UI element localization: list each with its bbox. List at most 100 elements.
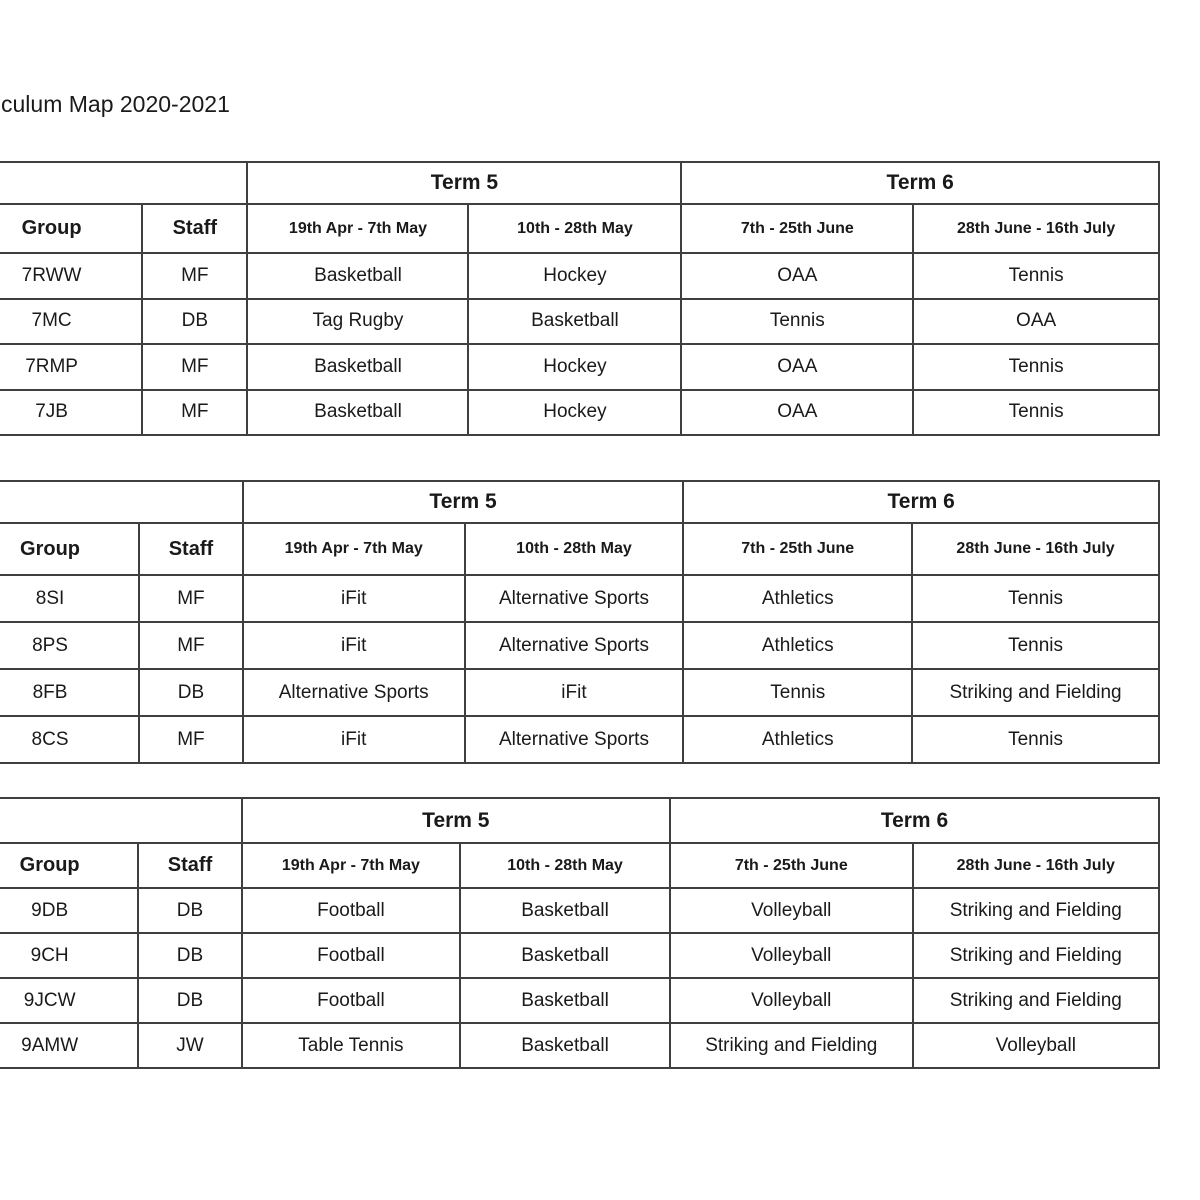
activity-cell: Basketball bbox=[459, 977, 671, 1024]
activity-cell: OAA bbox=[912, 297, 1160, 345]
staff-header: Staff bbox=[138, 522, 244, 576]
group-cell: 8PS bbox=[0, 621, 141, 670]
group-cell: 9CH bbox=[0, 932, 140, 979]
column-header-row: Group Staff 19th Apr - 7th May 10th - 28th … bbox=[0, 203, 1160, 254]
activity-cell: Football bbox=[240, 977, 462, 1024]
activity-cell: Athletics bbox=[682, 621, 914, 670]
term6-header: Term 6 bbox=[682, 480, 1160, 524]
staff-cell: DB bbox=[138, 668, 244, 717]
period-header: 28th June - 16th July bbox=[911, 522, 1160, 576]
staff-cell: MF bbox=[141, 252, 249, 300]
table-row: 9AMW JW Table Tennis Basketball Striking and… bbox=[0, 1022, 1161, 1069]
activity-cell: Basketball bbox=[459, 932, 671, 979]
activity-cell: Striking and Fielding bbox=[668, 1022, 914, 1069]
header-spacer bbox=[0, 480, 244, 524]
table-row: 8SI MF iFit Alternative Sports Athletics Tenn… bbox=[0, 574, 1160, 623]
activity-cell: Tag Rugby bbox=[246, 297, 470, 345]
activity-cell: OAA bbox=[680, 343, 915, 391]
group-cell: 7MC bbox=[0, 297, 144, 345]
group-header: Group bbox=[0, 203, 144, 254]
period-header: 7th - 25th June bbox=[668, 842, 914, 889]
activity-cell: Table Tennis bbox=[240, 1022, 462, 1069]
curriculum-table-year-8: Term 5 Term 6 Group Staff 19th Apr - 7th May… bbox=[0, 480, 1160, 764]
activity-cell: Striking and Fielding bbox=[911, 932, 1161, 979]
activity-cell: Alternative Sports bbox=[463, 621, 685, 670]
staff-cell: JW bbox=[137, 1022, 243, 1069]
table-row: 8FB DB Alternative Sports iFit Tennis Strikin… bbox=[0, 668, 1160, 717]
table-row: 8CS MF iFit Alternative Sports Athletics Tenn… bbox=[0, 715, 1160, 764]
curriculum-table-year-7: Term 5 Term 6 Group Staff 19th Apr - 7th May… bbox=[0, 161, 1160, 436]
activity-cell: Volleyball bbox=[911, 1022, 1161, 1069]
term-header-row: Term 5 Term 6 bbox=[0, 480, 1160, 524]
period-header: 7th - 25th June bbox=[682, 522, 914, 576]
period-header: 28th June - 16th July bbox=[911, 842, 1161, 889]
activity-cell: iFit bbox=[241, 621, 466, 670]
activity-cell: Tennis bbox=[911, 621, 1160, 670]
activity-cell: Volleyball bbox=[668, 932, 914, 979]
table-row: 8PS MF iFit Alternative Sports Athletics Tenn… bbox=[0, 621, 1160, 670]
group-cell: 8FB bbox=[0, 668, 141, 717]
staff-cell: MF bbox=[138, 715, 244, 764]
term-header-row: Term 5 Term 6 bbox=[0, 161, 1160, 205]
staff-header: Staff bbox=[141, 203, 249, 254]
activity-cell: Football bbox=[240, 932, 462, 979]
activity-cell: Volleyball bbox=[668, 887, 914, 934]
activity-cell: Tennis bbox=[680, 297, 915, 345]
activity-cell: Striking and Fielding bbox=[911, 668, 1160, 717]
term6-header: Term 6 bbox=[668, 797, 1161, 844]
activity-cell: Alternative Sports bbox=[463, 574, 685, 623]
activity-cell: Tennis bbox=[911, 574, 1160, 623]
period-header: 19th Apr - 7th May bbox=[241, 522, 466, 576]
activity-cell: Basketball bbox=[246, 343, 470, 391]
page-title: culum Map 2020-2021 bbox=[1, 91, 230, 117]
activity-cell: Striking and Fielding bbox=[911, 887, 1161, 934]
group-cell: 9DB bbox=[0, 887, 140, 934]
activity-cell: Tennis bbox=[912, 343, 1160, 391]
activity-cell: Tennis bbox=[911, 715, 1160, 764]
activity-cell: Tennis bbox=[912, 388, 1160, 436]
staff-header: Staff bbox=[137, 842, 243, 889]
activity-cell: Athletics bbox=[682, 715, 914, 764]
table-row: 7RMP MF Basketball Hockey OAA Tennis bbox=[0, 343, 1160, 391]
group-cell: 8CS bbox=[0, 715, 141, 764]
term5-header: Term 5 bbox=[246, 161, 683, 205]
activity-cell: iFit bbox=[463, 668, 685, 717]
staff-cell: DB bbox=[141, 297, 249, 345]
group-cell: 9JCW bbox=[0, 977, 140, 1024]
group-cell: 9AMW bbox=[0, 1022, 140, 1069]
activity-cell: iFit bbox=[241, 715, 466, 764]
activity-cell: Alternative Sports bbox=[241, 668, 466, 717]
activity-cell: Basketball bbox=[467, 297, 683, 345]
activity-cell: Basketball bbox=[459, 887, 671, 934]
activity-cell: Hockey bbox=[467, 252, 683, 300]
activity-cell: Hockey bbox=[467, 388, 683, 436]
group-cell: 7RMP bbox=[0, 343, 144, 391]
activity-cell: Football bbox=[240, 887, 462, 934]
staff-cell: DB bbox=[137, 887, 243, 934]
activity-cell: Basketball bbox=[246, 252, 470, 300]
group-cell: 7JB bbox=[0, 388, 144, 436]
period-header: 19th Apr - 7th May bbox=[246, 203, 470, 254]
group-header: Group bbox=[0, 842, 140, 889]
activity-cell: Striking and Fielding bbox=[911, 977, 1161, 1024]
period-header: 10th - 28th May bbox=[467, 203, 683, 254]
activity-cell: OAA bbox=[680, 252, 915, 300]
activity-cell: Basketball bbox=[246, 388, 470, 436]
curriculum-table-year-9: Term 5 Term 6 Group Staff 19th Apr - 7th May… bbox=[0, 797, 1161, 1069]
table-row: 9CH DB Football Basketball Volleyball Strikin… bbox=[0, 932, 1161, 979]
table-row: 7MC DB Tag Rugby Basketball Tennis OAA bbox=[0, 297, 1160, 345]
activity-cell: Tennis bbox=[682, 668, 914, 717]
group-cell: 8SI bbox=[0, 574, 141, 623]
column-header-row: Group Staff 19th Apr - 7th May 10th - 28th … bbox=[0, 842, 1161, 889]
staff-cell: MF bbox=[138, 574, 244, 623]
period-header: 19th Apr - 7th May bbox=[240, 842, 462, 889]
staff-cell: MF bbox=[141, 388, 249, 436]
activity-cell: Tennis bbox=[912, 252, 1160, 300]
period-header: 10th - 28th May bbox=[463, 522, 685, 576]
activity-cell: Volleyball bbox=[668, 977, 914, 1024]
group-header: Group bbox=[0, 522, 141, 576]
staff-cell: MF bbox=[138, 621, 244, 670]
activity-cell: Athletics bbox=[682, 574, 914, 623]
activity-cell: Basketball bbox=[459, 1022, 671, 1069]
